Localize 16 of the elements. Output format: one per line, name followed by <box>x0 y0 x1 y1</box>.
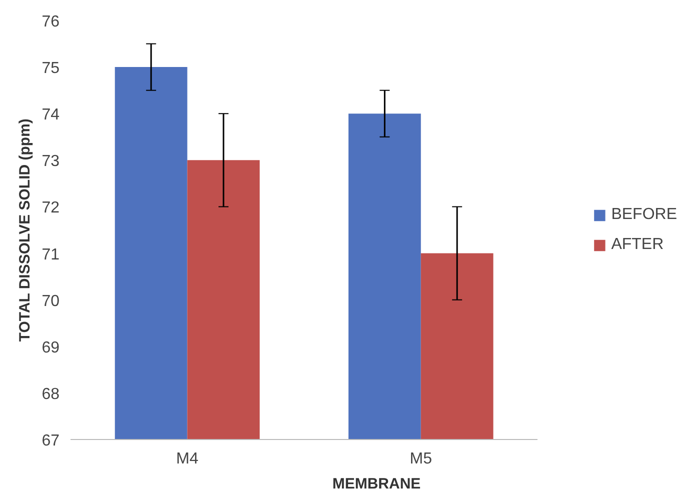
x-axis-title: MEMBRANE <box>332 476 421 492</box>
legend-label: BEFORE <box>611 206 677 224</box>
y-tick-label: 68 <box>42 386 60 403</box>
y-axis-title: TOTAL DISSOLVE SOLID (ppm) <box>16 118 34 342</box>
legend-label: AFTER <box>611 236 664 254</box>
x-tick-label: M5 <box>410 450 432 468</box>
x-tick-label: M4 <box>176 450 199 468</box>
y-tick-label: 75 <box>42 60 60 78</box>
y-tick-label: 72 <box>42 200 60 217</box>
y-tick-label: 69 <box>42 339 60 356</box>
y-tick-label: 74 <box>42 106 60 124</box>
y-tick-label: 67 <box>42 432 60 450</box>
y-tick-label: 73 <box>42 153 60 170</box>
y-tick-label: 76 <box>42 14 60 30</box>
y-tick-label: 71 <box>42 246 60 264</box>
y-tick-label: 70 <box>42 292 60 310</box>
